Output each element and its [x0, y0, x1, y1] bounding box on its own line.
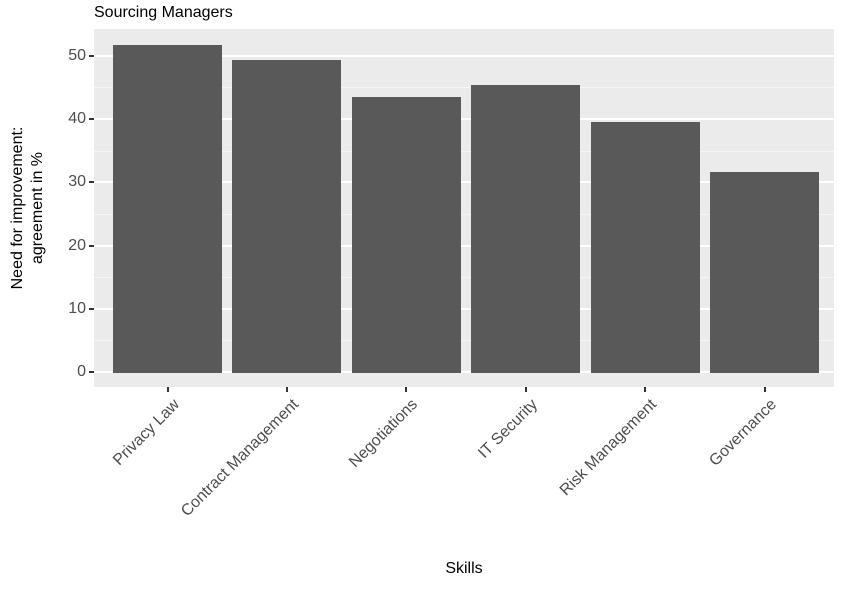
bar-governance: [710, 172, 819, 373]
y-axis-title-line2: agreement in %: [29, 151, 46, 265]
gridline-major-20: [94, 244, 834, 247]
gridline-minor-25: [94, 213, 834, 215]
x-tick-mark-3: [405, 387, 408, 392]
gridline-major-10: [94, 307, 834, 310]
y-tick-mark-20: [89, 244, 94, 247]
y-tick-label-40: 40: [68, 110, 86, 127]
y-tick-mark-30: [89, 181, 94, 184]
x-axis-title: Skills: [445, 560, 483, 577]
bar-privacy-law: [113, 44, 222, 373]
gridline-minor-45: [94, 87, 834, 89]
bar-negotiations: [351, 96, 461, 373]
x-tick-label-5: Risk Management: [556, 396, 661, 500]
x-tick-mark-1: [166, 387, 169, 392]
gridline-major-30: [94, 181, 834, 184]
bar-contract-management: [232, 59, 342, 373]
y-axis-title-line1: Need for improvement:: [9, 126, 26, 290]
x-tick-mark-4: [524, 387, 527, 392]
gridline-minor-15: [94, 277, 834, 279]
gridline-minor-35: [94, 150, 834, 152]
x-tick-label-3: Negotiations: [346, 396, 422, 471]
x-tick-label-1: Privacy Law: [109, 396, 183, 470]
y-tick-label-30: 30: [68, 173, 86, 191]
plot-panel: [94, 29, 834, 387]
y-tick-mark-40: [89, 118, 94, 120]
gridline-minor-5: [94, 340, 834, 342]
y-tick-mark-10: [89, 307, 94, 310]
y-tick-label-10: 10: [68, 299, 86, 317]
y-tick-label-50: 50: [68, 46, 86, 64]
bar-risk-management: [590, 122, 700, 373]
gridline-major-40: [94, 118, 834, 120]
x-tick-label-6: Governance: [705, 396, 780, 470]
bar-it-security: [471, 85, 581, 373]
y-tick-mark-0: [89, 371, 94, 373]
x-tick-mark-2: [285, 387, 288, 392]
y-axis-title: Need for improvement: agreement in %: [8, 28, 48, 388]
x-tick-mark-5: [644, 387, 647, 392]
chart-title: Sourcing Managers: [94, 4, 233, 21]
x-tick-label-4: IT Security: [474, 396, 541, 462]
gridline-major-0: [94, 371, 834, 373]
x-tick-mark-6: [763, 387, 766, 392]
y-tick-label-0: 0: [77, 363, 86, 380]
gridline-major-50: [94, 54, 834, 57]
y-tick-mark-50: [89, 54, 94, 57]
y-tick-label-20: 20: [68, 236, 86, 254]
x-tick-label-2: Contract Management: [177, 396, 302, 520]
